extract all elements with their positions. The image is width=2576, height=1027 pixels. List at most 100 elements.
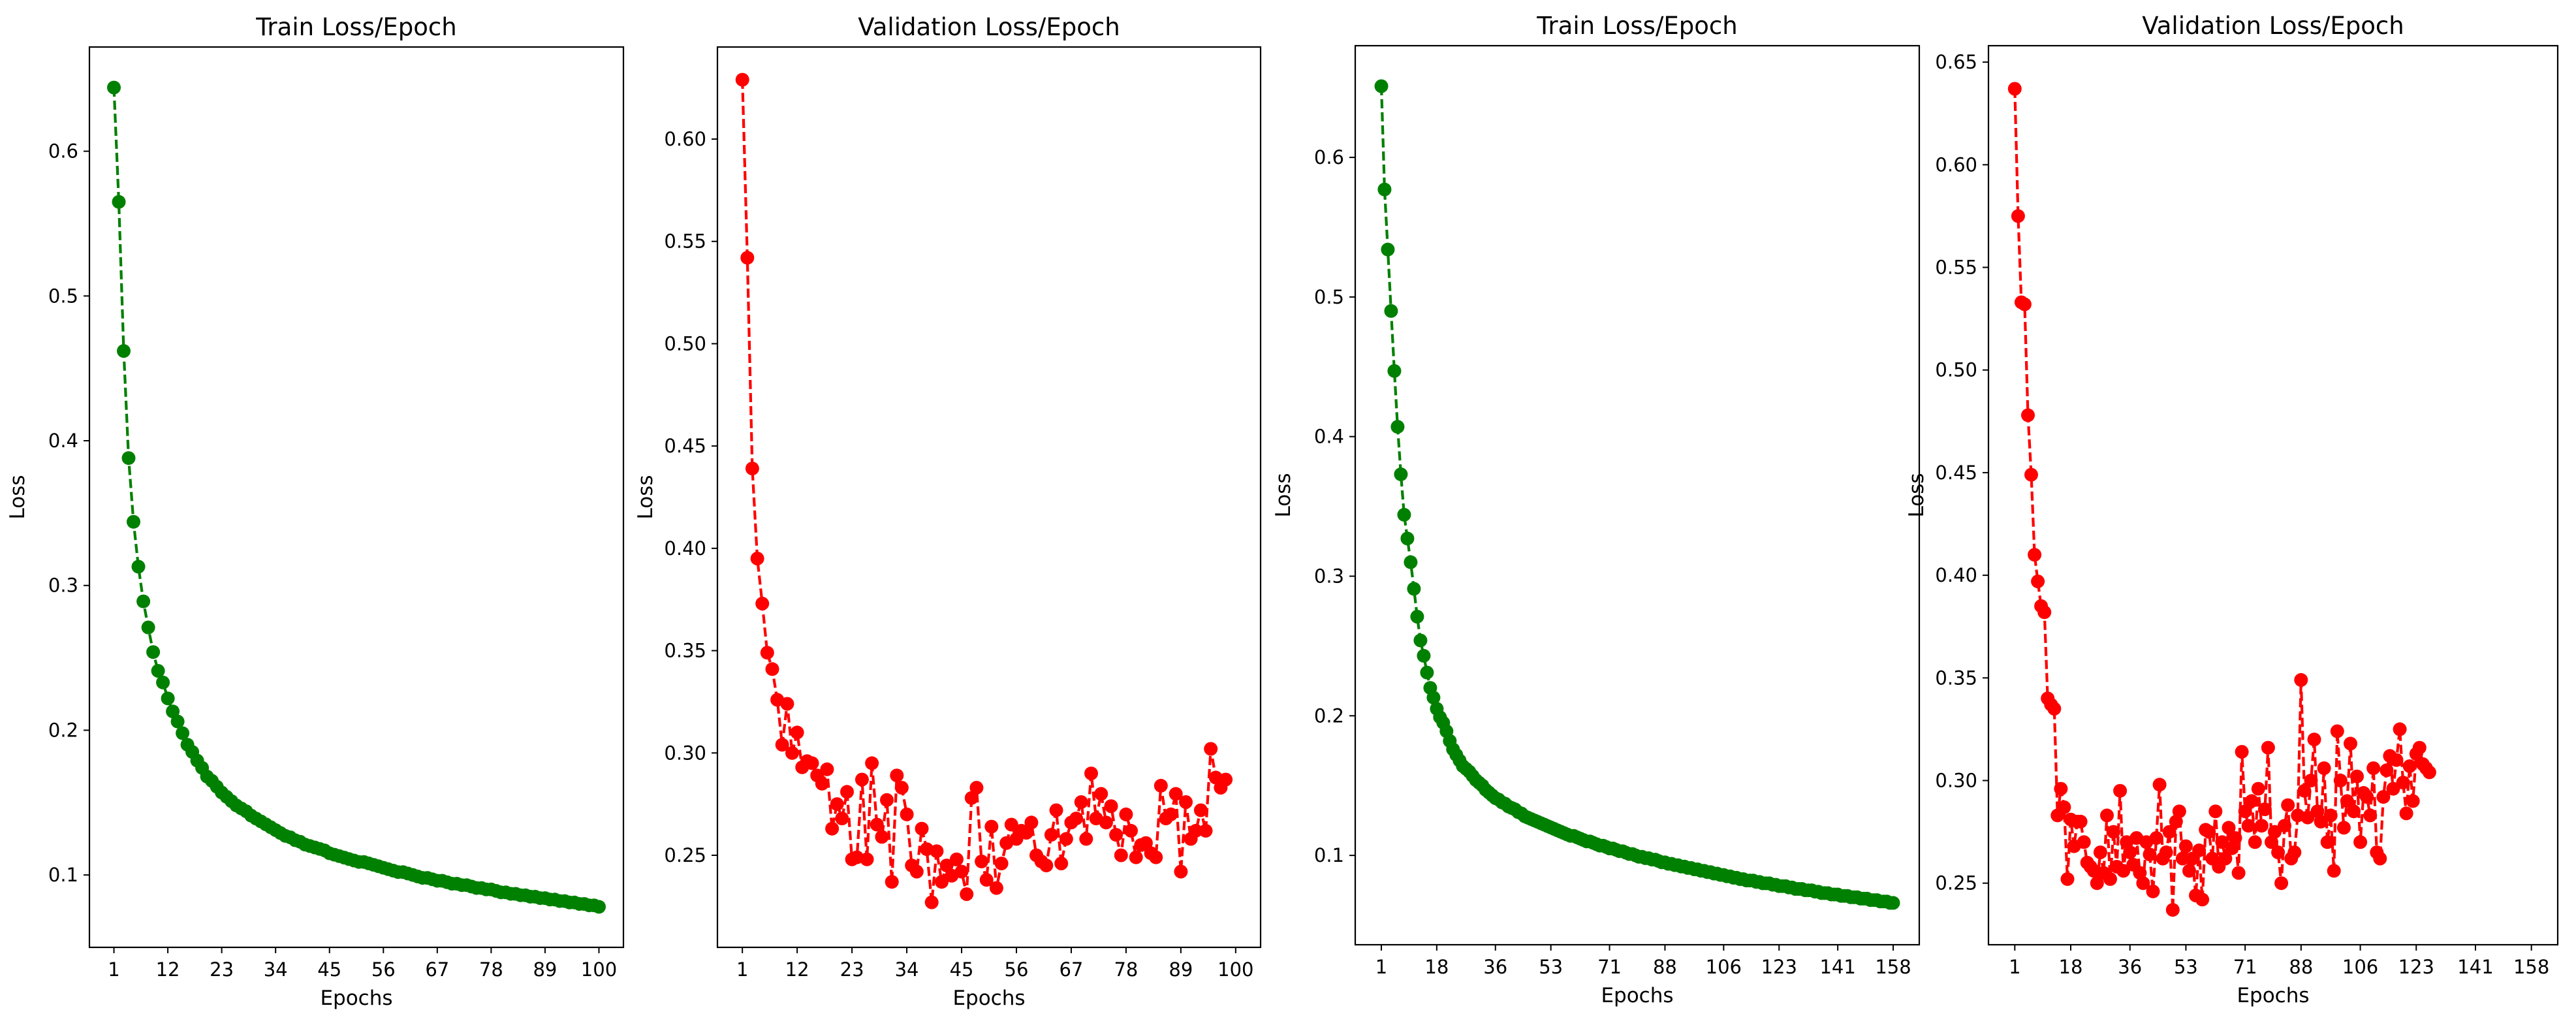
- x-tick-label: 106: [2342, 956, 2378, 978]
- plot-frame: [88, 46, 625, 949]
- data-point: [2172, 804, 2186, 819]
- y-tick-label: 0.65: [1935, 51, 1977, 73]
- data-point: [1114, 848, 1128, 862]
- data-point: [2241, 819, 2255, 833]
- data-point: [1219, 772, 1233, 787]
- data-point: [2024, 467, 2038, 482]
- y-tick-label: 0.1: [1314, 844, 1344, 866]
- data-point: [1204, 742, 1218, 756]
- data-point: [1407, 582, 1421, 596]
- data-point: [1394, 467, 1408, 481]
- data-point: [2314, 814, 2328, 829]
- data-point: [1069, 812, 1084, 826]
- x-tick-label: 106: [1706, 956, 1742, 978]
- data-point: [894, 781, 909, 795]
- data-point: [2031, 575, 2045, 588]
- y-axis-label: Loss: [6, 475, 29, 520]
- data-point: [1004, 817, 1018, 832]
- plot-frame: [716, 46, 1262, 949]
- data-point: [2287, 845, 2302, 859]
- data-point: [2037, 605, 2052, 620]
- x-tick-label: 34: [264, 958, 288, 981]
- y-axis-label: Loss: [634, 475, 657, 520]
- y-tick-label: 0.3: [1314, 565, 1344, 588]
- data-point: [2159, 845, 2173, 859]
- chart-panel-1: Train Loss/Epoch Epochs Loss 1 12 23 34 45 56 67 7…: [6, 13, 625, 1010]
- plot-frame: [1987, 44, 2559, 946]
- x-tick-label: 78: [479, 958, 503, 981]
- data-point: [2402, 759, 2417, 773]
- data-point: [1179, 795, 1193, 809]
- data-point: [935, 875, 949, 889]
- y-tick-label: 0.40: [664, 537, 706, 560]
- data-point: [1400, 531, 1415, 546]
- data-point: [2327, 864, 2341, 878]
- y-tick-label: 0.25: [1935, 872, 1977, 894]
- data-point: [2113, 783, 2128, 798]
- x-tick-label: 88: [2289, 956, 2313, 978]
- x-tick-label: 67: [1059, 958, 1083, 981]
- x-tick-label: 36: [2118, 956, 2142, 978]
- data-point: [2350, 769, 2364, 783]
- data-point: [1417, 648, 1431, 663]
- data-point: [2366, 761, 2381, 776]
- data-point: [2011, 209, 2025, 223]
- data-point: [2274, 876, 2289, 891]
- data-point: [1054, 857, 1069, 870]
- data-point: [2297, 783, 2312, 798]
- data-point: [1139, 836, 1153, 850]
- y-tick-label: 0.50: [664, 332, 706, 355]
- data-point: [909, 864, 924, 879]
- data-point: [2353, 835, 2368, 849]
- x-tick-label: 45: [317, 958, 341, 981]
- x-tick-label: 123: [2398, 956, 2434, 978]
- data-point: [840, 785, 854, 799]
- data-point: [2268, 825, 2282, 839]
- data-point: [880, 793, 894, 807]
- x-tick-label: 141: [2457, 956, 2493, 978]
- data-point: [2100, 808, 2114, 823]
- data-point: [2257, 802, 2272, 816]
- data-point: [975, 854, 989, 868]
- data-point: [1397, 507, 1411, 522]
- y-tick-label: 0.4: [48, 430, 78, 452]
- chart-panel-2: Validation Loss/Epoch Epochs Loss 1 12 23 34 45…: [634, 13, 1262, 1010]
- data-point: [2363, 808, 2378, 823]
- data-point: [2222, 821, 2236, 835]
- data-point: [930, 844, 944, 859]
- y-tick-label: 0.35: [664, 640, 706, 662]
- data-point: [2317, 761, 2331, 776]
- data-point: [2202, 825, 2216, 839]
- data-point: [2386, 782, 2400, 796]
- y-tick-label: 0.45: [1935, 462, 1977, 484]
- data-point: [592, 900, 606, 914]
- data-point: [750, 552, 764, 565]
- y-tick-label: 0.35: [1935, 667, 1977, 689]
- data-point: [820, 762, 834, 776]
- data-point: [2017, 297, 2032, 311]
- y-tick-label: 0.25: [664, 844, 706, 866]
- data-point: [2330, 724, 2344, 738]
- data-point: [989, 881, 1003, 895]
- data-point: [1109, 828, 1123, 842]
- data-point: [825, 821, 840, 836]
- x-tick-label: 100: [581, 958, 617, 981]
- data-point: [2376, 790, 2391, 804]
- data-point: [1886, 896, 1900, 910]
- y-tick-label: 0.2: [48, 719, 78, 741]
- data-point: [117, 344, 131, 358]
- data-point: [765, 662, 779, 676]
- x-tick-label: 34: [895, 958, 919, 981]
- data-point: [1174, 864, 1188, 879]
- y-tick-label: 0.45: [664, 435, 706, 457]
- data-point: [865, 756, 879, 770]
- data-point: [2396, 776, 2410, 790]
- data-point: [2231, 866, 2246, 880]
- data-point: [2116, 864, 2131, 878]
- data-point: [885, 875, 899, 889]
- data-point: [875, 830, 889, 844]
- data-point: [2054, 782, 2068, 796]
- y-tick-label: 0.6: [1314, 146, 1344, 168]
- data-point: [2182, 864, 2196, 878]
- x-tick-label: 71: [1597, 956, 1622, 978]
